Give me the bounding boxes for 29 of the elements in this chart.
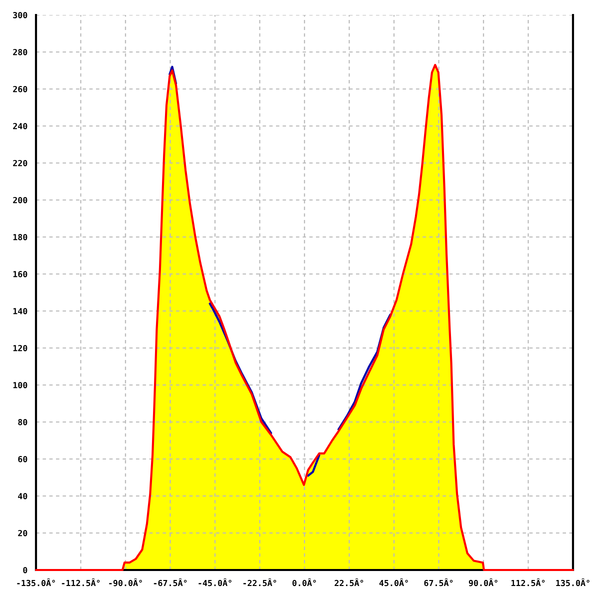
- x-tick-label: 0.0Â°: [292, 578, 316, 586]
- x-tick-label: -90.0Â°: [109, 578, 142, 586]
- y-tick-label: 80: [18, 418, 28, 426]
- y-tick-label: 180: [13, 234, 28, 240]
- y-tick-label: 20: [18, 530, 28, 536]
- y-tick-label: 40: [18, 492, 28, 500]
- x-tick-label: -67.5Â°: [154, 578, 187, 586]
- y-tick-label: 280: [13, 48, 28, 56]
- x-tick-label: 45.0Â°: [379, 578, 408, 586]
- y-tick-label: 140: [13, 308, 28, 314]
- y-tick-label: 300: [13, 12, 28, 18]
- x-tick-label: 90.0Â°: [468, 578, 498, 586]
- y-tick-label: 260: [13, 86, 28, 92]
- x-tick-label: -135.0Â°: [17, 578, 55, 586]
- x-tick-label: 135.0Â°: [556, 578, 590, 586]
- y-tick-label: 100: [13, 382, 28, 388]
- y-tick-label: 0: [23, 566, 28, 574]
- x-tick-label: -45.0Â°: [198, 578, 232, 586]
- x-tick-label: -112.5Â°: [62, 578, 100, 586]
- y-tick-label: 200: [13, 196, 28, 204]
- x-tick-label: 67.5Â°: [424, 578, 453, 586]
- y-tick-label: 240: [13, 122, 28, 130]
- x-tick-label: 22.5Â°: [334, 578, 364, 586]
- y-tick-label: 220: [13, 160, 28, 166]
- x-tick-label: -22.5Â°: [243, 578, 276, 586]
- y-tick-label: 160: [13, 270, 28, 278]
- y-tick-label: 120: [13, 344, 28, 352]
- y-tick-label: 60: [18, 456, 28, 462]
- x-tick-label: 112.5Â°: [511, 578, 545, 586]
